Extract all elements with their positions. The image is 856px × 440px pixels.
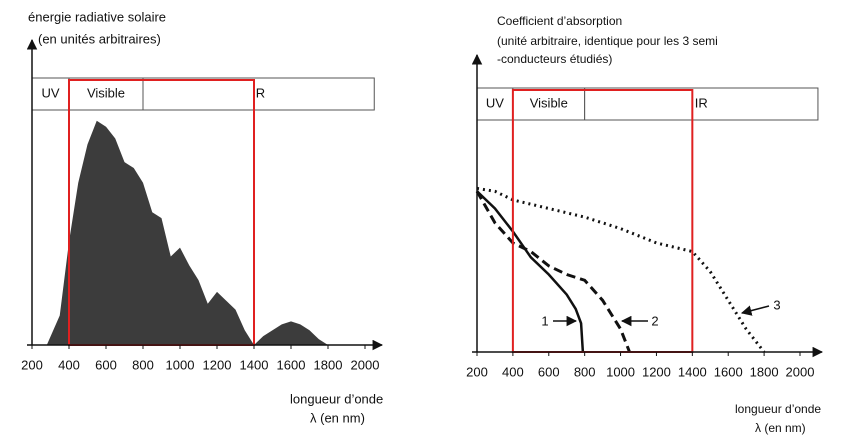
highlight-box <box>511 89 694 353</box>
x-axis-label: λ (en nm) <box>310 410 365 425</box>
x-tick-label: 1600 <box>714 364 743 379</box>
x-tick-label: 800 <box>132 357 154 372</box>
chart-title: Coefficient d’absorption <box>497 14 622 28</box>
curve-label: 1 <box>541 313 548 328</box>
spectrum-area <box>46 120 329 345</box>
absorption-curve <box>475 190 631 353</box>
x-tick-label: 400 <box>502 364 524 379</box>
band-box <box>142 77 375 111</box>
x-tick-label: 1400 <box>240 357 269 372</box>
chart-subtitle: (en unités arbitraires) <box>38 31 161 46</box>
chart-subtitle: -conducteurs étudiés) <box>497 52 612 66</box>
band-label: IR <box>252 85 265 100</box>
x-tick-label: 600 <box>95 357 117 372</box>
band-label: Visible <box>87 85 125 100</box>
curve-label: 3 <box>773 297 780 312</box>
x-tick-label: 1000 <box>166 357 195 372</box>
band-box <box>512 87 586 121</box>
x-tick-label: 400 <box>58 357 80 372</box>
band-label: UV <box>486 95 504 110</box>
band-label: Visible <box>530 95 568 110</box>
x-tick-label: 2000 <box>786 364 815 379</box>
band-box <box>476 87 514 121</box>
x-axis-label: longueur d’onde <box>735 402 821 416</box>
absorption-curve <box>476 186 766 353</box>
band-box <box>584 87 819 121</box>
band-label: IR <box>695 95 708 110</box>
x-tick-label: 1600 <box>277 357 306 372</box>
absorption-curve <box>476 190 585 353</box>
curve-label: 2 <box>651 313 658 328</box>
band-box <box>68 77 144 111</box>
x-tick-label: 800 <box>574 364 596 379</box>
chart-subtitle: (unité arbitraire, identique pour les 3 … <box>497 34 718 48</box>
x-tick-label: 1000 <box>606 364 635 379</box>
x-tick-label: 1800 <box>314 357 343 372</box>
x-tick-label: 200 <box>466 364 488 379</box>
band-label: UV <box>41 85 59 100</box>
x-axis-label: λ (en nm) <box>755 421 806 435</box>
x-tick-label: 2000 <box>351 357 380 372</box>
x-tick-label: 1200 <box>642 364 671 379</box>
x-tick-label: 1400 <box>678 364 707 379</box>
x-tick-label: 1200 <box>203 357 232 372</box>
chart-title: énergie radiative solaire <box>28 9 166 24</box>
x-tick-label: 600 <box>538 364 560 379</box>
curve-arrow <box>740 305 770 316</box>
x-axis-label: longueur d’onde <box>290 391 383 406</box>
x-tick-label: 1800 <box>750 364 779 379</box>
x-tick-label: 200 <box>21 357 43 372</box>
